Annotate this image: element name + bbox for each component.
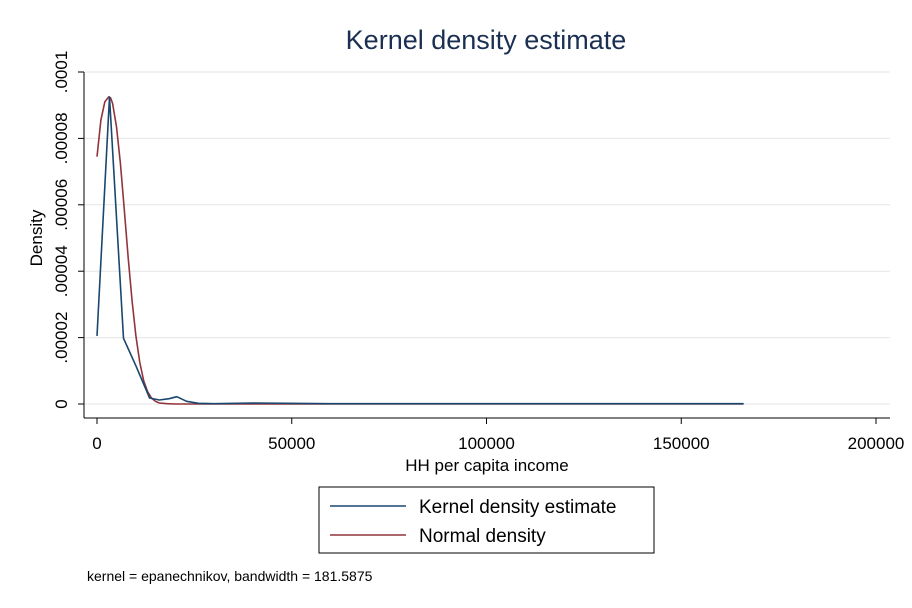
x-tick-label: 0: [92, 434, 101, 453]
x-tick-label: 150000: [653, 434, 710, 453]
x-axis-title: HH per capita income: [405, 456, 568, 475]
y-tick-label: .00002: [52, 312, 71, 364]
axes: [83, 72, 890, 419]
x-tick-label: 200000: [848, 434, 905, 453]
x-ticks: 0 50000 100000 150000 200000: [92, 418, 904, 453]
legend-label-normal: Normal density: [419, 526, 546, 547]
legend-label-kde: Kernel density estimate: [419, 497, 617, 518]
normal-series-line: [96, 96, 744, 405]
y-tick-label: .0001: [52, 51, 71, 94]
legend-box: [318, 486, 655, 554]
y-ticks: 0 .00002 .00004 .00006 .00008 .0001: [52, 51, 84, 409]
legend: Kernel density estimate Normal density: [318, 486, 655, 554]
y-tick-label: 0: [52, 399, 71, 408]
chart-title: Kernel density estimate: [346, 25, 627, 55]
y-tick-label: .00008: [52, 112, 71, 164]
y-axis-title: Density: [27, 209, 46, 266]
gridlines: [85, 71, 890, 405]
kde-series-line: [96, 96, 744, 405]
y-tick-label: .00006: [52, 179, 71, 231]
y-tick-label: .00004: [52, 245, 71, 297]
series-lines: [96, 96, 744, 405]
kernel-note: kernel = epanechnikov, bandwidth = 181.5…: [87, 568, 373, 584]
x-tick-label: 50000: [268, 434, 315, 453]
x-tick-label: 100000: [458, 434, 515, 453]
